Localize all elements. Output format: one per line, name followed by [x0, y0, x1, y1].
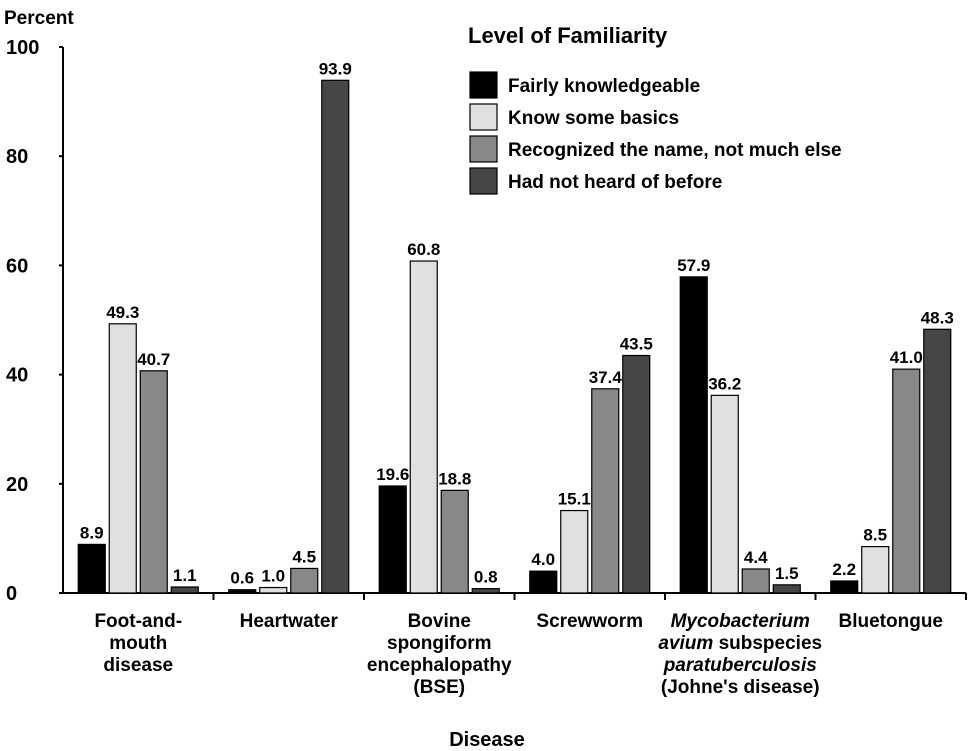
y-tick-label: 40 — [6, 365, 28, 387]
bar — [378, 485, 407, 594]
bar — [679, 276, 708, 594]
data-label: 1.1 — [173, 566, 197, 585]
data-label: 8.9 — [80, 523, 104, 542]
bar — [923, 328, 952, 594]
legend-label: Fairly knowledgeable — [508, 76, 700, 97]
bar — [830, 580, 859, 594]
legend-label: Had not heard of before — [508, 172, 722, 193]
data-label: 40.7 — [137, 350, 170, 369]
bar — [741, 568, 770, 594]
data-label: 49.3 — [106, 303, 139, 322]
category-label-part: Mycobacterium — [671, 611, 810, 632]
category-label-part: (BSE) — [413, 677, 465, 698]
category-label-part: Screwworm — [536, 611, 643, 632]
category-label: avium subspecies — [658, 633, 822, 654]
y-tick-label: 80 — [6, 146, 28, 168]
category-label: Mycobacterium — [671, 611, 810, 632]
bar — [471, 588, 500, 594]
bar — [409, 260, 438, 594]
bar — [77, 543, 106, 594]
bar — [710, 394, 739, 594]
legend-label: Know some basics — [508, 108, 679, 129]
legend-title: Level of Familiarity — [468, 23, 668, 48]
y-tick-label: 60 — [6, 255, 28, 277]
legend-swatch — [469, 135, 498, 163]
category-label-part: Bluetongue — [839, 611, 944, 632]
data-label: 1.0 — [261, 567, 285, 586]
bar — [560, 509, 589, 594]
legend-swatch — [469, 167, 498, 195]
data-label: 4.5 — [292, 547, 316, 566]
data-label: 18.8 — [438, 469, 471, 488]
data-label: 48.3 — [921, 308, 954, 327]
bar — [290, 567, 319, 594]
data-label: 15.1 — [558, 490, 591, 509]
category-label-part: encephalopathy — [367, 655, 512, 676]
bar — [772, 584, 801, 594]
category-label-part: Foot-and- — [94, 611, 182, 632]
data-label: 60.8 — [407, 240, 440, 259]
y-axis-label: Percent — [4, 8, 74, 29]
category-label-part: avium — [658, 633, 713, 654]
data-label: 93.9 — [319, 59, 352, 78]
data-label: 0.8 — [474, 568, 498, 587]
data-label: 19.6 — [376, 465, 409, 484]
bar — [440, 489, 469, 594]
category-label: mouth — [109, 633, 167, 654]
bars: 8.9 49.3 40.7 1.1 0.6 1.0 4.5 93.9 19.6 60.8 18.8 0… — [77, 59, 954, 594]
data-label: 4.0 — [531, 550, 555, 569]
bar — [228, 589, 257, 594]
x-axis-label: Disease — [449, 729, 525, 751]
category-label: disease — [103, 655, 173, 676]
bar — [259, 586, 288, 594]
y-tick-label: 0 — [6, 583, 17, 605]
category-label-part: spongiform — [387, 633, 492, 654]
category-label-part: (Johne's disease) — [661, 677, 820, 698]
legend-swatch — [469, 103, 498, 131]
bar — [321, 79, 350, 594]
category-label-part: subspecies — [713, 633, 822, 654]
category-label: Foot-and- — [94, 611, 182, 632]
y-tick-label: 20 — [6, 474, 28, 496]
category-label-part: Heartwater — [240, 611, 339, 632]
axes: 0 20 40 60 80 100 — [6, 37, 967, 605]
category-label: spongiform — [387, 633, 492, 654]
bar — [139, 370, 168, 594]
data-label: 4.4 — [744, 548, 768, 567]
data-label: 36.2 — [708, 374, 741, 393]
data-label: 8.5 — [863, 526, 887, 545]
category-label-part: paratuberculosis — [663, 655, 817, 676]
legend: Fairly knowledgeable Know some basics Reco… — [469, 71, 842, 195]
data-label: 43.5 — [620, 334, 653, 353]
legend-swatch — [469, 71, 498, 99]
bar — [861, 545, 890, 594]
legend-label: Recognized the name, not much else — [508, 140, 842, 161]
category-label: (BSE) — [413, 677, 465, 698]
category-label: Bovine — [408, 611, 471, 632]
data-label: 37.4 — [589, 368, 623, 387]
bar — [170, 586, 199, 594]
category-label: encephalopathy — [367, 655, 512, 676]
category-label: paratuberculosis — [663, 655, 817, 676]
bar — [108, 323, 137, 594]
y-tick-label: 100 — [6, 37, 39, 59]
category-label-part: mouth — [109, 633, 167, 654]
bar — [529, 570, 558, 594]
data-label: 41.0 — [890, 348, 923, 367]
category-label: Screwworm — [536, 611, 643, 632]
data-label: 2.2 — [832, 560, 856, 579]
data-label: 57.9 — [677, 256, 710, 275]
data-label: 1.5 — [775, 564, 799, 583]
data-label: 0.6 — [230, 569, 254, 588]
category-label: Bluetongue — [839, 611, 944, 632]
bar — [622, 354, 651, 594]
bar — [892, 368, 921, 594]
category-label-part: disease — [103, 655, 173, 676]
category-label-part: Bovine — [408, 611, 471, 632]
bar — [591, 388, 620, 594]
category-label: (Johne's disease) — [661, 677, 820, 698]
category-label: Heartwater — [240, 611, 339, 632]
